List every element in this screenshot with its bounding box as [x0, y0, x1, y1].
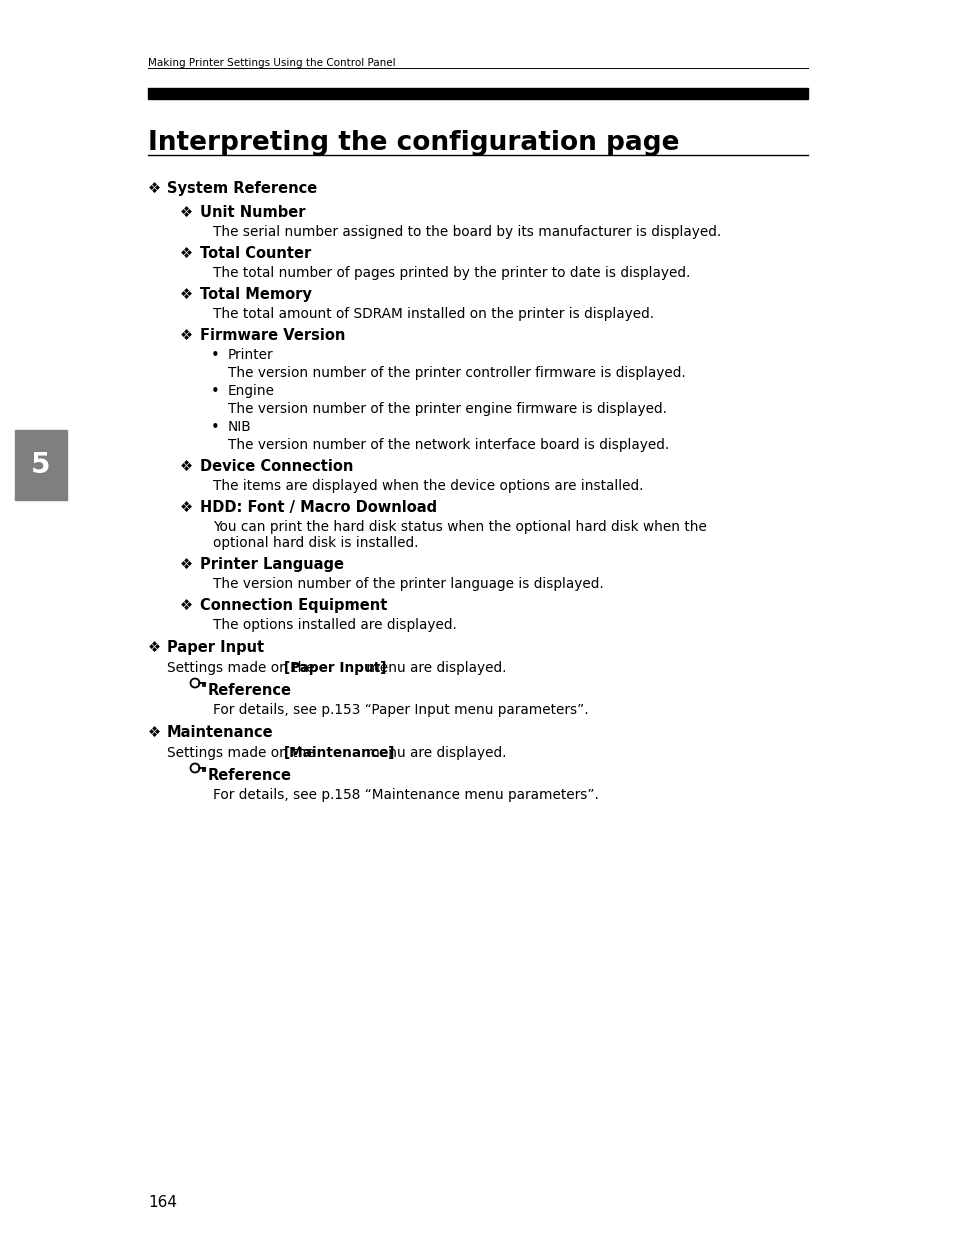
Text: The version number of the network interface board is displayed.: The version number of the network interf… — [228, 438, 669, 452]
Text: The items are displayed when the device options are installed.: The items are displayed when the device … — [213, 479, 643, 493]
Text: Connection Equipment: Connection Equipment — [200, 598, 387, 613]
Text: The total amount of SDRAM installed on the printer is displayed.: The total amount of SDRAM installed on t… — [213, 308, 654, 321]
Text: •: • — [211, 420, 219, 435]
Text: The version number of the printer engine firmware is displayed.: The version number of the printer engine… — [228, 403, 666, 416]
Text: Total Counter: Total Counter — [200, 246, 311, 261]
Text: The options installed are displayed.: The options installed are displayed. — [213, 618, 456, 632]
Text: Reference: Reference — [208, 683, 292, 698]
Text: optional hard disk is installed.: optional hard disk is installed. — [213, 536, 418, 550]
Text: The version number of the printer controller firmware is displayed.: The version number of the printer contro… — [228, 366, 685, 380]
Text: Reference: Reference — [208, 768, 292, 783]
Text: 5: 5 — [31, 451, 51, 479]
Text: The version number of the printer language is displayed.: The version number of the printer langua… — [213, 577, 603, 592]
Text: [Paper Input]: [Paper Input] — [283, 661, 386, 676]
Text: NIB: NIB — [228, 420, 252, 433]
Bar — [148, 88, 807, 99]
Text: The serial number assigned to the board by its manufacturer is displayed.: The serial number assigned to the board … — [213, 225, 720, 240]
Text: ❖: ❖ — [180, 500, 193, 515]
Text: menu are displayed.: menu are displayed. — [362, 746, 506, 760]
Text: Making Printer Settings Using the Control Panel: Making Printer Settings Using the Contro… — [148, 58, 395, 68]
Bar — [15, 430, 67, 500]
Text: ❖: ❖ — [148, 725, 161, 740]
Text: ❖: ❖ — [180, 459, 193, 474]
Text: •: • — [211, 384, 219, 399]
Text: Printer Language: Printer Language — [200, 557, 344, 572]
Text: Firmware Version: Firmware Version — [200, 329, 345, 343]
Text: Unit Number: Unit Number — [200, 205, 305, 220]
Text: Printer: Printer — [228, 348, 274, 362]
Text: menu are displayed.: menu are displayed. — [362, 661, 506, 676]
Text: ❖: ❖ — [180, 205, 193, 220]
Text: ❖: ❖ — [148, 640, 161, 655]
Text: Device Connection: Device Connection — [200, 459, 353, 474]
Text: Engine: Engine — [228, 384, 274, 398]
Text: Maintenance: Maintenance — [167, 725, 274, 740]
Text: ❖: ❖ — [180, 557, 193, 572]
Text: ❖: ❖ — [180, 598, 193, 613]
Text: System Reference: System Reference — [167, 182, 317, 196]
Text: •: • — [211, 348, 219, 363]
Text: 164: 164 — [148, 1195, 177, 1210]
Text: [Maintenance]: [Maintenance] — [283, 746, 395, 760]
Text: For details, see p.158 “Maintenance menu parameters”.: For details, see p.158 “Maintenance menu… — [213, 788, 598, 802]
Text: The total number of pages printed by the printer to date is displayed.: The total number of pages printed by the… — [213, 266, 690, 280]
Text: Total Memory: Total Memory — [200, 287, 312, 303]
Text: You can print the hard disk status when the optional hard disk when the: You can print the hard disk status when … — [213, 520, 706, 534]
Text: HDD: Font / Macro Download: HDD: Font / Macro Download — [200, 500, 436, 515]
Text: ❖: ❖ — [180, 246, 193, 261]
Text: Paper Input: Paper Input — [167, 640, 264, 655]
Text: ❖: ❖ — [148, 182, 161, 196]
Text: Interpreting the configuration page: Interpreting the configuration page — [148, 130, 679, 156]
Text: Settings made on the: Settings made on the — [167, 746, 319, 760]
Text: Settings made on the: Settings made on the — [167, 661, 319, 676]
Text: ❖: ❖ — [180, 287, 193, 303]
Text: ❖: ❖ — [180, 329, 193, 343]
Text: For details, see p.153 “Paper Input menu parameters”.: For details, see p.153 “Paper Input menu… — [213, 703, 588, 718]
